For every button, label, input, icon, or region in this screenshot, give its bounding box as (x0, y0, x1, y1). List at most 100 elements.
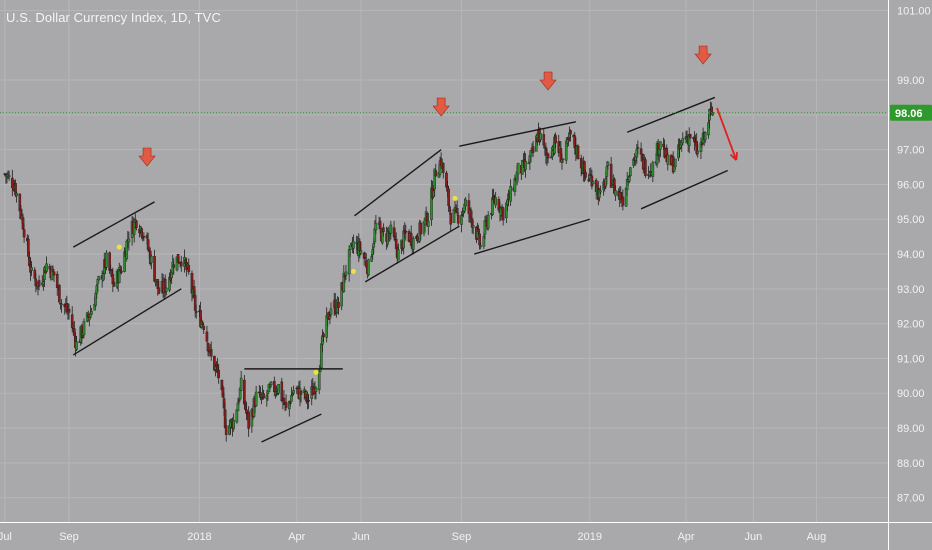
candle-body (599, 190, 602, 193)
trendline-5 (364, 225, 460, 283)
candle-body (37, 280, 41, 287)
candle-body (221, 387, 225, 398)
candle-body (314, 388, 318, 392)
candle-body (456, 215, 460, 224)
y-tick-label: 92.00 (897, 319, 925, 331)
candle-body (193, 295, 197, 311)
candle-body (172, 264, 176, 268)
candle-body (82, 321, 86, 335)
candle-body (157, 287, 161, 294)
candle-body (135, 220, 138, 228)
candle-body (329, 308, 333, 315)
candle-body (105, 252, 108, 268)
candle-body (70, 314, 74, 328)
candle-body (262, 393, 265, 399)
candle-body (389, 224, 393, 234)
trendline-0 (72, 201, 155, 248)
candle-body (187, 265, 191, 273)
candle-body (455, 207, 459, 214)
down-arrow-icon (539, 71, 557, 91)
y-tick-label: 101.00 (897, 5, 931, 17)
candle-body (284, 402, 288, 408)
candle-body (494, 197, 497, 206)
candle-body (73, 328, 76, 336)
candle-body (328, 316, 332, 319)
candle-body (125, 240, 129, 260)
candle-body (359, 250, 363, 254)
price-tag (890, 104, 932, 121)
x-tick-label: 2018 (187, 531, 211, 543)
y-tick-label: 95.00 (897, 214, 925, 226)
candle-body (289, 401, 292, 404)
candle-body (696, 150, 700, 154)
candle-body (150, 255, 153, 264)
candle-body (142, 236, 146, 238)
forecast-arrowhead-icon (729, 152, 738, 161)
candle-body (707, 122, 710, 136)
candle-body (441, 163, 445, 173)
y-tick-label: 87.00 (897, 493, 925, 505)
x-tick-label: Sep (452, 531, 472, 543)
candle-body (433, 168, 437, 190)
candle-body (51, 268, 55, 272)
y-tick-label: 89.00 (897, 423, 925, 435)
y-tick-label: 99.00 (897, 75, 925, 87)
candle-body (711, 112, 715, 116)
candle-body (609, 163, 613, 188)
candle-body (58, 284, 61, 303)
trendline-4 (354, 149, 442, 217)
candle-body (478, 233, 481, 246)
y-tick-label: 91.00 (897, 353, 925, 365)
candle-body (509, 186, 512, 202)
candle-body (202, 326, 206, 330)
candle-body (348, 245, 352, 250)
y-tick-label: 97.00 (897, 145, 925, 157)
candle-body (112, 281, 116, 287)
candle-body (201, 322, 204, 325)
candle-body (374, 223, 378, 231)
candle-body (628, 176, 631, 182)
candle-body (7, 175, 11, 177)
candle-body (700, 143, 704, 146)
x-tick-label: 2019 (578, 531, 602, 543)
yellow-marker-0 (116, 244, 122, 250)
candle-body (292, 389, 295, 394)
candle-body (140, 228, 144, 237)
candle-body (674, 158, 677, 167)
candle-body (30, 267, 33, 271)
candle-body (97, 276, 101, 280)
candle-body (397, 249, 400, 261)
candle-body (127, 238, 131, 243)
candle-body (27, 238, 30, 257)
trendline-7 (474, 218, 590, 255)
candle-body (703, 132, 707, 141)
candle-body (21, 217, 25, 230)
candle-body (659, 141, 662, 150)
candle-body (621, 196, 625, 206)
trendline-1 (72, 288, 182, 356)
candle-body (469, 210, 473, 219)
price-tag-label: 98.06 (895, 108, 923, 120)
y-tick-label: 88.00 (897, 458, 925, 470)
candle-body (232, 419, 235, 429)
candle-body (501, 207, 505, 221)
trendline-3 (261, 413, 322, 443)
candle-body (120, 270, 123, 273)
candle-body (606, 162, 610, 166)
candle-body (307, 399, 310, 402)
candle-body (269, 381, 273, 386)
candle-body (317, 370, 321, 390)
candle-body (254, 391, 258, 406)
y-tick-label: 90.00 (897, 388, 925, 400)
candle-body (290, 395, 293, 402)
candle-body (554, 135, 557, 144)
candle-body (108, 252, 111, 271)
candle-body (584, 172, 587, 178)
candle-body (412, 238, 415, 250)
candle-body (681, 138, 685, 144)
x-tick-label: Jun (744, 531, 762, 543)
candle-body (419, 223, 423, 235)
y-tick-label: 93.00 (897, 284, 925, 296)
